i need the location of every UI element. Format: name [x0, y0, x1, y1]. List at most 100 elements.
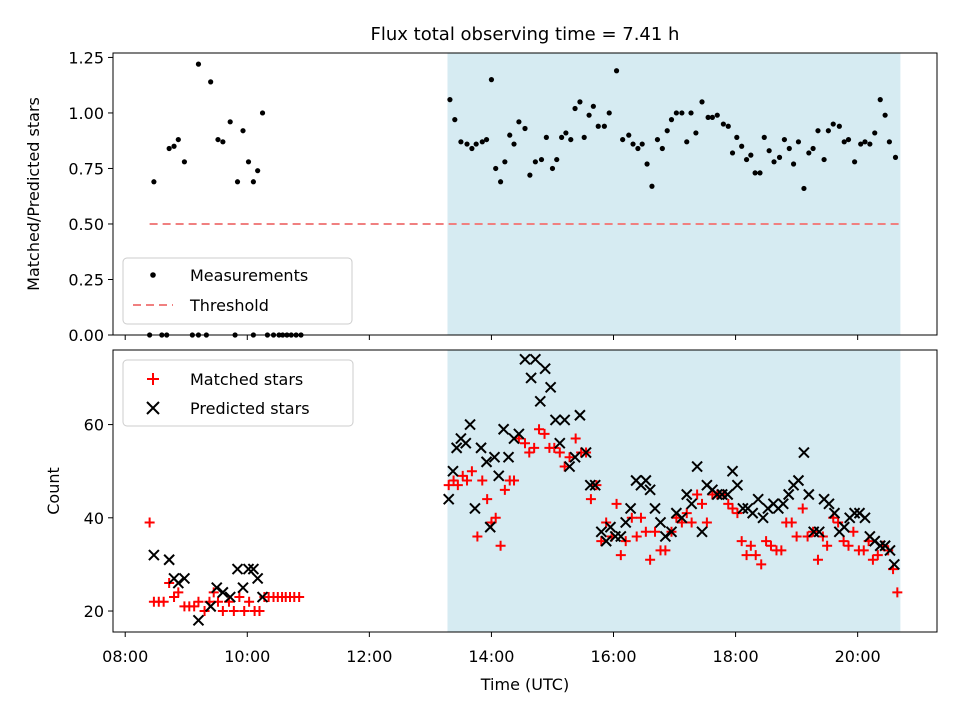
predicted-star-point	[595, 526, 608, 538]
predicted-star-point	[782, 488, 795, 501]
measurement-point	[886, 139, 892, 145]
measurement-point	[151, 179, 157, 185]
measurement-point	[664, 128, 670, 134]
matched-star-point	[650, 526, 661, 537]
predicted-star-point	[497, 423, 510, 435]
measurement-point	[693, 130, 699, 136]
predicted-star-point	[823, 498, 835, 510]
measurement-point	[488, 77, 495, 83]
predicted-star-point	[224, 591, 236, 603]
predicted-star-point	[525, 372, 537, 384]
measurement-point	[620, 136, 626, 143]
bottom-x-tick-label: 20:00	[835, 647, 881, 666]
matched-star-point	[466, 466, 477, 477]
measurement-point	[447, 97, 453, 103]
matched-star-point	[640, 526, 651, 537]
measurement-point	[532, 159, 538, 165]
measurement-point	[227, 119, 233, 125]
matched-star-point	[452, 480, 463, 491]
predicted-stars-points	[148, 353, 900, 627]
matched-star-point	[158, 596, 169, 607]
legend-predicted-marker	[146, 401, 160, 415]
matched-star-point	[843, 540, 854, 551]
predicted-star-point	[731, 479, 744, 491]
measurement-point	[654, 136, 661, 143]
measurement-point	[581, 134, 587, 140]
predicted-star-point	[620, 516, 632, 529]
measurement-point	[554, 156, 560, 163]
matched-star-point	[892, 587, 903, 598]
legend-predicted-label: Predicted stars	[190, 399, 310, 418]
predicted-star-point	[777, 498, 789, 510]
predicted-star-point	[211, 582, 223, 594]
predicted-star-point	[813, 526, 825, 538]
measurement-point	[626, 132, 632, 138]
measurement-point	[166, 145, 172, 152]
matched-star-point	[529, 442, 540, 453]
matched-star-point	[559, 461, 570, 472]
matched-star-point	[727, 503, 738, 514]
legend-measurements-marker	[150, 272, 156, 278]
measurement-point	[479, 139, 485, 145]
measurement-point	[673, 110, 679, 116]
bottom-x-tick-label: 10:00	[224, 647, 270, 666]
matched-star-point	[570, 433, 581, 444]
measurement-point	[841, 139, 847, 145]
measurement-point	[568, 136, 574, 143]
measurement-point	[559, 134, 565, 140]
matched-star-point	[822, 540, 833, 551]
matched-star-point	[765, 540, 776, 551]
measurement-point	[245, 159, 252, 165]
predicted-star-point	[242, 563, 255, 575]
predicted-star-point	[163, 554, 175, 566]
bottom-x-axis-ticks: 08:00 10:00 12:00 14:00 16:00 18:00 20:00	[102, 632, 881, 666]
legend-measurements-label: Measurements	[190, 266, 308, 285]
measurement-point	[606, 110, 612, 116]
measurement-point	[635, 145, 641, 152]
measurement-point	[220, 139, 226, 145]
measurement-point	[892, 154, 899, 160]
predicted-star-point	[192, 614, 205, 627]
predicted-star-point	[726, 465, 739, 477]
measurement-point	[786, 145, 792, 152]
predicted-star-point	[696, 526, 708, 538]
top-x-axis-ticks	[124, 335, 859, 340]
measurement-point	[761, 134, 767, 140]
matched-star-point	[477, 475, 488, 486]
predicted-star-point	[681, 488, 693, 501]
measurement-point	[458, 139, 464, 145]
matched-star-point	[626, 512, 637, 523]
measurement-point	[563, 130, 569, 136]
measurement-point	[586, 112, 592, 118]
predicted-star-point	[654, 516, 667, 529]
matched-star-point	[495, 540, 506, 551]
predicted-star-point	[519, 353, 531, 366]
predicted-star-point	[828, 507, 841, 519]
matched-star-point	[520, 438, 530, 449]
predicted-star-point	[529, 353, 542, 366]
matched-star-point	[615, 550, 626, 561]
predicted-star-point	[884, 544, 896, 557]
matched-star-point	[635, 512, 646, 523]
matched-star-point	[482, 494, 493, 505]
measurement-point	[771, 159, 777, 165]
legend-threshold-label: Threshold	[189, 296, 269, 315]
measurement-point	[810, 145, 816, 152]
matched-star-point	[848, 526, 859, 537]
measurement-point	[705, 114, 711, 120]
matched-star-point	[554, 447, 565, 458]
measurement-point	[511, 141, 517, 147]
matched-star-point	[490, 512, 501, 523]
predicted-star-point	[888, 558, 900, 571]
predicted-star-point	[148, 549, 160, 561]
predicted-star-point	[640, 474, 652, 487]
matched-star-point	[472, 531, 483, 542]
matched-star-point	[797, 503, 808, 514]
matched-star-point	[509, 475, 520, 486]
predicted-star-point	[237, 582, 249, 594]
predicted-star-point	[256, 591, 269, 603]
legend-bottom: Matched stars Predicted stars	[122, 359, 354, 427]
measurement-point	[806, 150, 812, 156]
measurement-point	[649, 183, 655, 189]
bottom-x-tick-label: 16:00	[590, 647, 636, 666]
